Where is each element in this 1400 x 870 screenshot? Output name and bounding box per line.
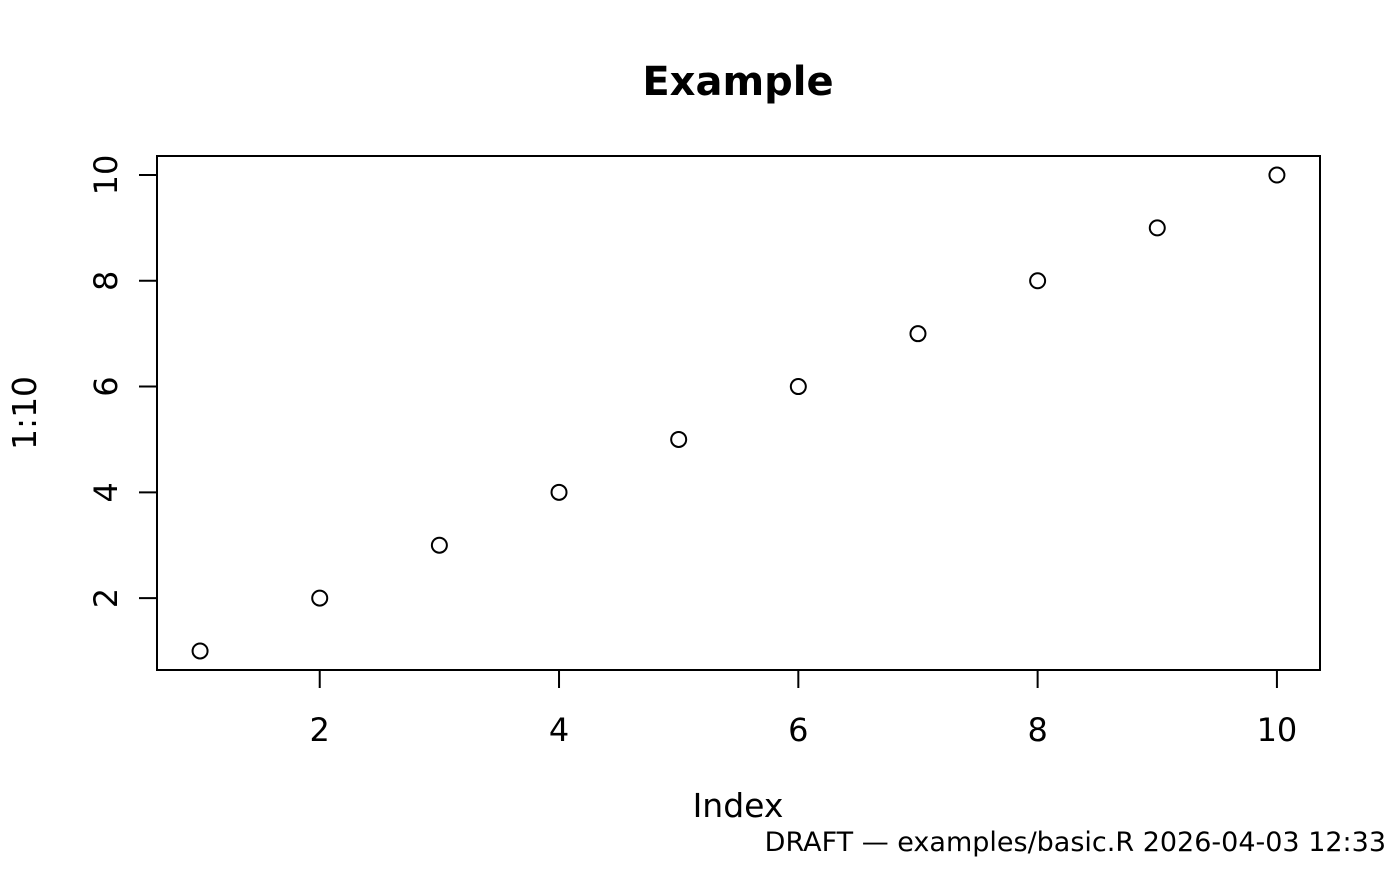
- x-axis-ticks: 2 4 6 8 10: [310, 670, 1298, 749]
- scatter-point: [550, 483, 568, 501]
- x-tick-label: 6: [788, 711, 808, 749]
- x-tick-label: 4: [549, 711, 569, 749]
- scatter-point: [191, 642, 209, 660]
- x-tick-label: 8: [1027, 711, 1047, 749]
- scatter-point: [430, 536, 448, 554]
- scatter-point: [909, 325, 927, 343]
- y-tick-label: 2: [87, 588, 125, 608]
- y-tick-label: 10: [87, 155, 125, 196]
- x-tick-label: 10: [1257, 711, 1298, 749]
- y-tick-label: 6: [87, 376, 125, 396]
- scatter-point: [1148, 219, 1166, 237]
- y-axis-ticks: 2 4 6 8 10: [87, 155, 157, 608]
- scatter-point: [1268, 166, 1286, 184]
- y-tick-label: 4: [87, 482, 125, 502]
- scatter-point: [670, 430, 688, 448]
- plot-title: Example: [642, 59, 833, 105]
- scatter-point: [789, 378, 807, 396]
- plot-box: [156, 155, 1321, 671]
- scatter-point: [1029, 272, 1047, 290]
- x-axis-label: Index: [693, 786, 784, 825]
- x-tick-label: 2: [310, 711, 330, 749]
- y-tick-label: 8: [87, 271, 125, 291]
- scatter-point: [311, 589, 329, 607]
- data-points: [191, 166, 1286, 660]
- footer-draft-note: DRAFT — examples/basic.R 2026-04-03 12:3…: [765, 827, 1386, 858]
- y-axis-label: 1:10: [5, 376, 44, 450]
